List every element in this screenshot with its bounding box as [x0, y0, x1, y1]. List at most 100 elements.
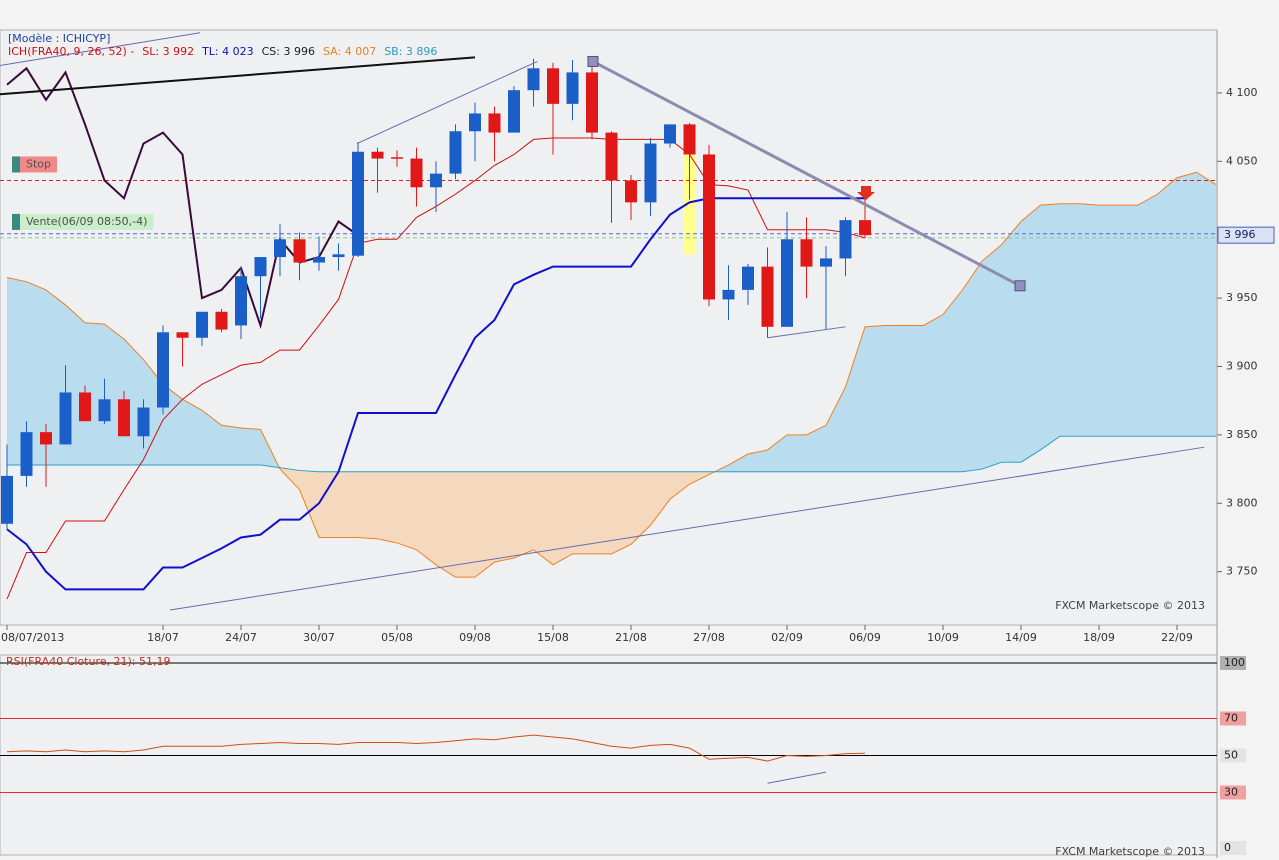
x-tick-label: 15/08 [537, 631, 569, 644]
cloud-fill [1040, 203, 1060, 450]
cloud-fill [299, 470, 319, 538]
cloud-fill [787, 434, 807, 472]
candle-body [703, 154, 715, 300]
candle-body [761, 266, 774, 327]
rsi-tick-label: 30 [1224, 786, 1238, 799]
model-label: [Modèle : ICHICYP] [8, 32, 110, 45]
legend-entry: SB: 3 896 [384, 45, 437, 58]
y-tick-label: 3 750 [1226, 565, 1258, 578]
candle-body [137, 407, 150, 437]
cloud-fill [514, 471, 534, 558]
trendline [767, 771, 827, 784]
candle-body [118, 399, 130, 437]
cloud-fill [670, 471, 690, 500]
candle-body [332, 254, 345, 258]
cloud-fill [7, 277, 27, 465]
legend-entry: SA: 4 007 [323, 45, 376, 58]
trendline [592, 60, 1021, 288]
trendline [356, 61, 538, 144]
candle-body [176, 332, 189, 338]
candle-body [430, 173, 442, 188]
cloud-fill [1138, 194, 1158, 437]
rsi-tick-label: 100 [1224, 656, 1245, 669]
trendline-handle [1014, 280, 1026, 292]
candle-body [820, 258, 832, 267]
senkou-b [7, 435, 1216, 473]
x-tick-label: 24/07 [225, 631, 257, 644]
cloud-fill [416, 471, 436, 565]
rsi-tick-label: 70 [1224, 712, 1238, 725]
cloud-fill [884, 325, 904, 472]
x-tick-label: 21/08 [615, 631, 647, 644]
cloud-fill [85, 322, 105, 465]
cloud-fill [338, 471, 358, 538]
cloud-fill [455, 471, 475, 578]
level-label-box [12, 156, 58, 173]
cloud-fill [494, 471, 514, 563]
last-price-box [1217, 226, 1275, 244]
candle-body [644, 143, 657, 203]
y-tick-label: 3 800 [1226, 496, 1258, 509]
x-tick-label: 06/09 [849, 631, 881, 644]
cloud-fill [826, 387, 846, 472]
level-label-box [12, 213, 154, 230]
cloud-fill [1060, 203, 1080, 437]
cloud-fill [319, 471, 339, 538]
candle-body [293, 239, 306, 263]
cloud-fill [845, 326, 865, 472]
candle-body [59, 392, 72, 445]
candle-body [20, 432, 33, 476]
cloud-fill [1001, 221, 1021, 463]
cloud-fill [631, 471, 651, 545]
candle-body [800, 239, 813, 267]
x-tick-label: 08/07/2013 [1, 631, 64, 644]
signal-arrow [857, 186, 875, 200]
cloud-fill [202, 410, 222, 465]
cloud-fill [572, 471, 592, 554]
candle-body [586, 72, 598, 133]
cloud-fill [1118, 205, 1138, 437]
legend-entry: CS: 3 996 [262, 45, 315, 58]
candle-body [547, 68, 559, 104]
last-price-label: 3 996 [1224, 228, 1256, 241]
plot-layer: 4 100 4 050 3 950 3 900 3 850 3 800 3 750 08/07… [0, 32, 1275, 855]
candle-body [781, 239, 793, 327]
cloud-fill [1099, 205, 1119, 437]
candle-body [449, 131, 462, 174]
candle-body [508, 90, 520, 133]
candle-body [469, 113, 481, 132]
rsi-tick-label: 0 [1224, 841, 1231, 854]
y-tick-label: 3 850 [1226, 428, 1258, 441]
candle-body [371, 151, 384, 159]
cloud-fill [475, 471, 495, 578]
candle-body [391, 157, 403, 159]
candle-body [527, 68, 540, 91]
x-tick-label: 30/07 [303, 631, 335, 644]
candle-body [79, 392, 91, 422]
senkou-a [6, 171, 1217, 578]
candle-body [157, 332, 169, 408]
candle-body [742, 266, 754, 290]
cloud-fill [1079, 203, 1099, 437]
cloud-fill [982, 244, 1002, 470]
trendline [0, 32, 201, 67]
candle-body [40, 432, 52, 445]
rsi-tick-label: 50 [1224, 749, 1238, 762]
cloud-fill [241, 428, 261, 465]
cloud-fill [358, 471, 378, 539]
legend-entry: TL: 4 023 [201, 45, 254, 58]
candle-body [98, 399, 111, 422]
x-tick-label: 22/09 [1161, 631, 1193, 644]
rsi-tick-box [1220, 841, 1246, 855]
cloud-fill [923, 314, 943, 472]
candle-body [839, 220, 852, 259]
cloud-fill [397, 471, 417, 550]
cloud-fill [943, 289, 963, 472]
rsi-title: RSI(FRA40 Cloture, 21): 51,19 [6, 655, 170, 668]
y-tick-label: 3 950 [1226, 291, 1258, 304]
trendline [0, 56, 476, 96]
cloud-fill [1021, 205, 1041, 463]
candle-body [722, 289, 735, 300]
watermark: FXCM Marketscope © 2013 [1055, 599, 1205, 612]
